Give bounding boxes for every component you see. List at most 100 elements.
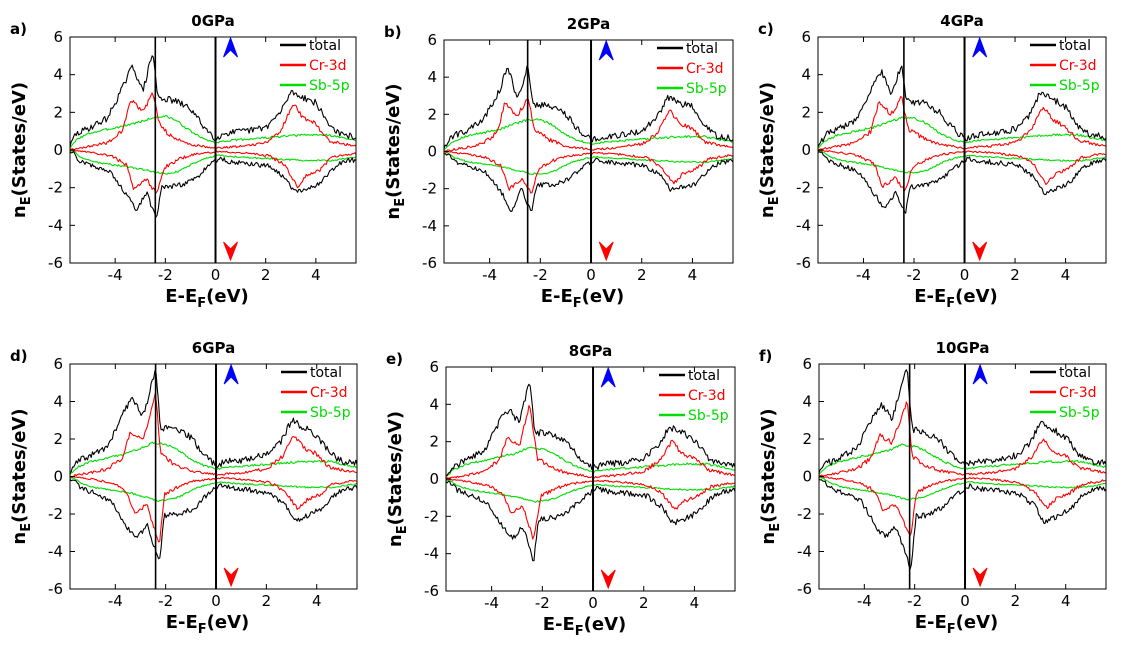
x-tick-label: -4 <box>484 594 499 612</box>
y-tick-label: -4 <box>422 217 437 235</box>
spin-down-arrow-icon <box>972 567 988 588</box>
y-tick-label: 4 <box>53 66 63 84</box>
y-tick-label: 2 <box>429 433 439 451</box>
legend-label-cr3d: Cr-3d <box>310 385 347 401</box>
y-tick-label: -4 <box>424 545 439 563</box>
legend-label-total: total <box>1059 38 1091 54</box>
panel-title: 2GPa <box>567 15 610 33</box>
panel-label: d) <box>10 347 28 365</box>
series-cr3d-up <box>819 401 1106 477</box>
x-tick-label: -2 <box>158 266 173 284</box>
y-tick-label: 0 <box>429 470 439 488</box>
series-total-down <box>818 151 1106 214</box>
x-tick-label: -2 <box>907 592 922 610</box>
series-total-up <box>819 369 1106 474</box>
legend-label-sb5p: Sb-5p <box>688 408 729 424</box>
y-tick-label: 2 <box>802 430 812 448</box>
y-tick-label: 0 <box>53 141 63 159</box>
panel-label: c) <box>758 20 774 38</box>
spin-down-arrow-icon <box>598 241 614 262</box>
y-tick-label: -6 <box>48 254 63 272</box>
y-tick-label: -6 <box>796 254 811 272</box>
dos-panel-c: c) 4GPa -4 -2 0 2 4 -6 -4 -2 0 2 4 6 E-EF(eV) nE(States… <box>757 12 1107 311</box>
legend-label-cr3d: Cr-3d <box>1059 58 1096 74</box>
y-tick-label: 4 <box>429 395 439 413</box>
spin-up-arrow-icon <box>972 363 988 385</box>
y-tick-label: 0 <box>801 141 811 159</box>
x-tick-label: 4 <box>311 266 321 284</box>
series-cr3d-down <box>70 475 357 543</box>
spin-up-arrow-icon <box>972 36 988 58</box>
series-sb5p-up <box>444 118 733 151</box>
x-tick-label: 4 <box>690 594 700 612</box>
y-tick-label: 6 <box>429 358 439 376</box>
panel-label: f) <box>759 347 772 365</box>
spin-down-arrow-icon <box>600 569 616 590</box>
x-tick-label: -2 <box>533 266 548 284</box>
y-tick-label: -6 <box>48 580 63 598</box>
y-tick-label: 4 <box>427 68 437 86</box>
spin-down-arrow-icon <box>223 241 239 262</box>
y-tick-label: 6 <box>427 31 437 49</box>
y-tick-label: -4 <box>48 216 63 234</box>
legend-label-sb5p: Sb-5p <box>309 78 350 94</box>
panel-label: a) <box>10 20 27 38</box>
series-total-up <box>444 65 733 149</box>
x-tick-label: -2 <box>158 592 173 610</box>
series-cr3d-up <box>70 393 357 478</box>
dos-panel-e: e) 8GPa -4 -2 0 2 4 -6 -4 -2 0 2 4 6 E-EF(eV) nE(States… <box>385 342 736 639</box>
y-tick-label: 4 <box>802 393 812 411</box>
panel-title: 10GPa <box>936 339 990 357</box>
x-tick-label: 4 <box>1061 592 1071 610</box>
series-sb5p-up <box>446 446 735 478</box>
curves <box>70 370 357 560</box>
y-tick-label: -2 <box>796 179 811 197</box>
series-cr3d-up <box>444 98 733 152</box>
series-sb5p-down <box>444 151 733 175</box>
y-axis-label: nE(States/eV) <box>385 411 410 547</box>
legend-label-total: total <box>686 41 718 57</box>
series-total-up <box>818 65 1106 148</box>
series-cr3d-down <box>446 478 735 540</box>
y-tick-label: 0 <box>53 468 63 486</box>
y-axis-label: nE(States/eV) <box>9 82 34 218</box>
y-tick-label: 4 <box>801 66 811 84</box>
x-tick-label: -4 <box>108 592 123 610</box>
series-sb5p-up <box>819 443 1106 476</box>
y-tick-label: -4 <box>796 216 811 234</box>
y-tick-label: -2 <box>424 507 439 525</box>
legend-label-total: total <box>688 368 720 384</box>
curves <box>70 55 356 218</box>
series-cr3d-down <box>70 149 356 194</box>
legend-label-cr3d: Cr-3d <box>686 61 723 77</box>
series-sb5p-down <box>446 479 735 503</box>
series-cr3d-up <box>818 96 1106 151</box>
x-tick-label: 2 <box>639 594 649 612</box>
spin-up-arrow-icon <box>600 366 616 388</box>
y-tick-label: -4 <box>48 543 63 561</box>
panel-label: e) <box>386 350 403 368</box>
x-tick-label: 0 <box>960 592 970 610</box>
series-total-down <box>446 480 735 562</box>
y-tick-label: -6 <box>797 580 812 598</box>
y-axis-label: nE(States/eV) <box>383 83 408 219</box>
curves <box>818 65 1106 214</box>
x-tick-label: -4 <box>108 266 123 284</box>
panel-title: 0GPa <box>191 12 234 30</box>
y-tick-label: 0 <box>802 468 812 486</box>
x-tick-label: 2 <box>261 266 271 284</box>
y-tick-label: -2 <box>48 505 63 523</box>
y-axis-label: nE(States/eV) <box>758 408 783 544</box>
legend-label-cr3d: Cr-3d <box>1059 385 1096 401</box>
series-sb5p-up <box>70 114 356 149</box>
dos-panel-f: f) 10GPa -4 -2 0 2 4 -6 -4 -2 0 2 4 6 E-EF(eV) nE(State… <box>758 339 1107 637</box>
legend-label-total: total <box>310 365 342 381</box>
panel-title: 6GPa <box>192 339 235 357</box>
series-sb5p-down <box>818 150 1106 174</box>
spin-up-arrow-icon <box>223 363 239 385</box>
y-tick-label: 6 <box>802 355 812 373</box>
x-tick-label: 0 <box>211 266 221 284</box>
series-total-up <box>70 55 356 148</box>
series-cr3d-down <box>819 476 1106 536</box>
dos-panel-d: d) 6GPa -4 -2 0 2 4 -6 -4 -2 0 2 4 6 E-EF(eV) nE(States… <box>9 339 358 637</box>
